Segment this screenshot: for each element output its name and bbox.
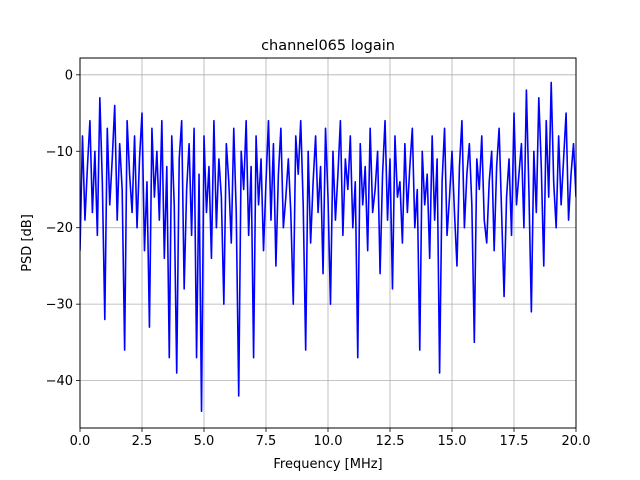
x-tick-label: 7.5 (256, 434, 277, 449)
x-axis-ticks: 0.0 2.5 5.0 7.5 10.0 12.5 15.0 17.5 20.0 (70, 428, 591, 449)
y-axis-label: PSD [dB] (20, 214, 35, 272)
x-tick-label: 20.0 (562, 434, 591, 449)
x-tick-label: 5.0 (194, 434, 215, 449)
x-tick-label: 15.0 (438, 434, 467, 449)
psd-series-line (80, 81, 576, 412)
chart-title: channel065 logain (261, 38, 395, 54)
y-tick-label: −40 (46, 374, 73, 389)
plot-area (79, 57, 577, 429)
y-tick-label: −30 (46, 298, 73, 313)
x-axis-label: Frequency [MHz] (273, 457, 382, 472)
y-tick-label: −10 (46, 145, 73, 160)
x-tick-label: 2.5 (132, 434, 153, 449)
x-tick-label: 0.0 (70, 434, 91, 449)
y-axis-ticks: 0 −10 −20 −30 −40 (46, 68, 80, 389)
x-tick-label: 10.0 (314, 434, 343, 449)
series-layer (80, 81, 576, 412)
x-tick-label: 12.5 (376, 434, 405, 449)
y-tick-label: −20 (46, 221, 73, 236)
y-tick-label: 0 (65, 68, 73, 83)
x-tick-label: 17.5 (500, 434, 529, 449)
